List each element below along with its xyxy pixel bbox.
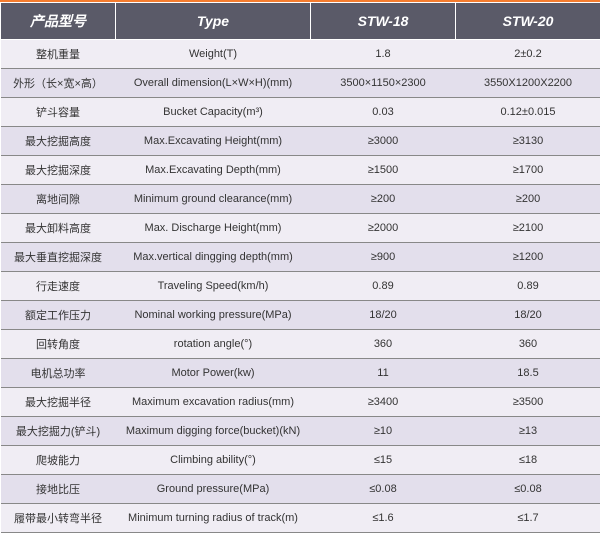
col-header-stw20: STW-20 bbox=[456, 3, 600, 40]
cell-label-cn: 电机总功率 bbox=[1, 359, 116, 388]
table-row: 最大挖掘高度Max.Excavating Height(mm)≥3000≥313… bbox=[1, 127, 600, 156]
cell-label-en: Max.Excavating Depth(mm) bbox=[116, 156, 311, 185]
cell-value-stw18: 0.89 bbox=[311, 272, 456, 301]
table-row: 最大卸料高度Max. Discharge Height(mm)≥2000≥210… bbox=[1, 214, 600, 243]
cell-label-cn: 爬坡能力 bbox=[1, 446, 116, 475]
cell-value-stw18: ≥200 bbox=[311, 185, 456, 214]
cell-label-cn: 额定工作压力 bbox=[1, 301, 116, 330]
cell-value-stw20: ≤18 bbox=[456, 446, 600, 475]
cell-label-cn: 最大卸料高度 bbox=[1, 214, 116, 243]
cell-label-cn: 行走速度 bbox=[1, 272, 116, 301]
cell-label-en: Overall dimension(L×W×H)(mm) bbox=[116, 69, 311, 98]
table-row: 整机重量Weight(T)1.82±0.2 bbox=[1, 40, 600, 69]
cell-label-cn: 最大挖掘高度 bbox=[1, 127, 116, 156]
cell-value-stw18: ≥1500 bbox=[311, 156, 456, 185]
cell-value-stw18: 1.8 bbox=[311, 40, 456, 69]
cell-value-stw18: ≤0.08 bbox=[311, 475, 456, 504]
cell-label-cn: 接地比压 bbox=[1, 475, 116, 504]
cell-value-stw20: ≥1200 bbox=[456, 243, 600, 272]
cell-value-stw20: 0.89 bbox=[456, 272, 600, 301]
cell-label-en: Minimum ground clearance(mm) bbox=[116, 185, 311, 214]
cell-label-en: Minimum turning radius of track(m) bbox=[116, 504, 311, 533]
col-header-type: Type bbox=[116, 3, 311, 40]
cell-label-en: Weight(T) bbox=[116, 40, 311, 69]
table-row: 履带最小转弯半径Minimum turning radius of track(… bbox=[1, 504, 600, 533]
cell-label-en: Bucket Capacity(m³) bbox=[116, 98, 311, 127]
cell-value-stw20: ≥1700 bbox=[456, 156, 600, 185]
table-body: 整机重量Weight(T)1.82±0.2 外形（长×宽×高）Overall d… bbox=[1, 40, 600, 533]
cell-value-stw20: ≥3130 bbox=[456, 127, 600, 156]
cell-label-cn: 履带最小转弯半径 bbox=[1, 504, 116, 533]
cell-value-stw20: 18.5 bbox=[456, 359, 600, 388]
cell-value-stw18: ≥900 bbox=[311, 243, 456, 272]
table-row: 最大挖掘力(铲斗)Maximum digging force(bucket)(k… bbox=[1, 417, 600, 446]
cell-value-stw18: ≤15 bbox=[311, 446, 456, 475]
table-row: 行走速度Traveling Speed(km/h)0.890.89 bbox=[1, 272, 600, 301]
cell-value-stw20: ≥3500 bbox=[456, 388, 600, 417]
table-row: 最大垂直挖掘深度Max.vertical dingging depth(mm)≥… bbox=[1, 243, 600, 272]
table-row: 最大挖掘半径Maximum excavation radius(mm)≥3400… bbox=[1, 388, 600, 417]
table-row: 外形（长×宽×高）Overall dimension(L×W×H)(mm)350… bbox=[1, 69, 600, 98]
cell-label-cn: 整机重量 bbox=[1, 40, 116, 69]
cell-value-stw18: 0.03 bbox=[311, 98, 456, 127]
cell-label-cn: 铲斗容量 bbox=[1, 98, 116, 127]
cell-value-stw18: ≥3400 bbox=[311, 388, 456, 417]
cell-value-stw20: ≤1.7 bbox=[456, 504, 600, 533]
cell-value-stw18: ≥2000 bbox=[311, 214, 456, 243]
cell-label-en: Ground pressure(MPa) bbox=[116, 475, 311, 504]
cell-label-cn: 回转角度 bbox=[1, 330, 116, 359]
table-row: 铲斗容量Bucket Capacity(m³)0.030.12±0.015 bbox=[1, 98, 600, 127]
cell-value-stw18: ≥10 bbox=[311, 417, 456, 446]
cell-value-stw20: ≥13 bbox=[456, 417, 600, 446]
table-row: 电机总功率Motor Power(kw)1118.5 bbox=[1, 359, 600, 388]
col-header-stw18: STW-18 bbox=[311, 3, 456, 40]
cell-label-en: Nominal working pressure(MPa) bbox=[116, 301, 311, 330]
cell-label-en: rotation angle(°) bbox=[116, 330, 311, 359]
cell-value-stw18: ≤1.6 bbox=[311, 504, 456, 533]
cell-value-stw18: 18/20 bbox=[311, 301, 456, 330]
cell-label-en: Motor Power(kw) bbox=[116, 359, 311, 388]
cell-label-en: Max.Excavating Height(mm) bbox=[116, 127, 311, 156]
cell-value-stw20: ≥2100 bbox=[456, 214, 600, 243]
cell-label-en: Traveling Speed(km/h) bbox=[116, 272, 311, 301]
spec-table: 产品型号 Type STW-18 STW-20 整机重量Weight(T)1.8… bbox=[0, 2, 600, 533]
cell-value-stw18: ≥3000 bbox=[311, 127, 456, 156]
cell-value-stw20: ≥200 bbox=[456, 185, 600, 214]
cell-value-stw18: 360 bbox=[311, 330, 456, 359]
table-row: 爬坡能力Climbing ability(°)≤15≤18 bbox=[1, 446, 600, 475]
cell-value-stw18: 3500×1150×2300 bbox=[311, 69, 456, 98]
table-row: 接地比压Ground pressure(MPa)≤0.08≤0.08 bbox=[1, 475, 600, 504]
cell-value-stw18: 11 bbox=[311, 359, 456, 388]
col-header-model: 产品型号 bbox=[1, 3, 116, 40]
cell-label-cn: 外形（长×宽×高） bbox=[1, 69, 116, 98]
cell-value-stw20: 360 bbox=[456, 330, 600, 359]
cell-label-cn: 最大垂直挖掘深度 bbox=[1, 243, 116, 272]
cell-value-stw20: 0.12±0.015 bbox=[456, 98, 600, 127]
spec-table-container: 产品型号 Type STW-18 STW-20 整机重量Weight(T)1.8… bbox=[0, 0, 600, 533]
cell-label-cn: 最大挖掘半径 bbox=[1, 388, 116, 417]
cell-label-en: Maximum excavation radius(mm) bbox=[116, 388, 311, 417]
table-header-row: 产品型号 Type STW-18 STW-20 bbox=[1, 3, 600, 40]
cell-value-stw20: ≤0.08 bbox=[456, 475, 600, 504]
cell-value-stw20: 2±0.2 bbox=[456, 40, 600, 69]
table-row: 最大挖掘深度Max.Excavating Depth(mm)≥1500≥1700 bbox=[1, 156, 600, 185]
cell-label-en: Maximum digging force(bucket)(kN) bbox=[116, 417, 311, 446]
table-row: 额定工作压力Nominal working pressure(MPa)18/20… bbox=[1, 301, 600, 330]
cell-label-cn: 最大挖掘力(铲斗) bbox=[1, 417, 116, 446]
cell-value-stw20: 18/20 bbox=[456, 301, 600, 330]
cell-label-en: Max. Discharge Height(mm) bbox=[116, 214, 311, 243]
cell-label-en: Climbing ability(°) bbox=[116, 446, 311, 475]
cell-value-stw20: 3550X1200X2200 bbox=[456, 69, 600, 98]
cell-label-cn: 最大挖掘深度 bbox=[1, 156, 116, 185]
cell-label-en: Max.vertical dingging depth(mm) bbox=[116, 243, 311, 272]
table-row: 离地间隙Minimum ground clearance(mm)≥200≥200 bbox=[1, 185, 600, 214]
table-row: 回转角度rotation angle(°)360360 bbox=[1, 330, 600, 359]
cell-label-cn: 离地间隙 bbox=[1, 185, 116, 214]
